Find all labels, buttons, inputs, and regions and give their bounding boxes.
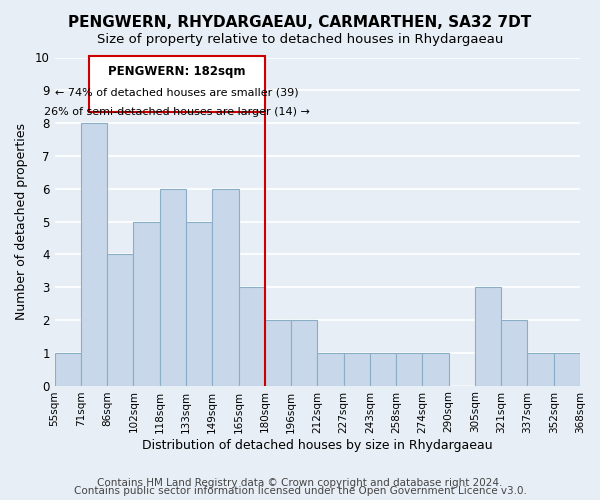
Text: 26% of semi-detached houses are larger (14) →: 26% of semi-detached houses are larger (… [44,106,310,117]
Bar [265,320,291,386]
Bar [554,353,580,386]
Bar [475,287,501,386]
Text: Size of property relative to detached houses in Rhydargaeau: Size of property relative to detached ho… [97,32,503,46]
Bar [186,222,212,386]
Text: PENGWERN: 182sqm: PENGWERN: 182sqm [108,65,245,78]
Text: PENGWERN, RHYDARGAEAU, CARMARTHEN, SA32 7DT: PENGWERN, RHYDARGAEAU, CARMARTHEN, SA32 … [68,15,532,30]
Bar [317,353,344,386]
Bar [55,353,81,386]
Y-axis label: Number of detached properties: Number of detached properties [15,123,28,320]
Text: Contains HM Land Registry data © Crown copyright and database right 2024.: Contains HM Land Registry data © Crown c… [97,478,503,488]
Bar [291,320,317,386]
Bar [396,353,422,386]
Bar [239,287,265,386]
FancyBboxPatch shape [89,56,265,112]
Bar [344,353,370,386]
Bar [107,254,133,386]
Bar [81,123,107,386]
Text: Contains public sector information licensed under the Open Government Licence v3: Contains public sector information licen… [74,486,526,496]
X-axis label: Distribution of detached houses by size in Rhydargaeau: Distribution of detached houses by size … [142,440,493,452]
Bar [212,188,239,386]
Bar [527,353,554,386]
Bar [501,320,527,386]
Bar [160,188,186,386]
Bar [422,353,449,386]
Bar [133,222,160,386]
Text: ← 74% of detached houses are smaller (39): ← 74% of detached houses are smaller (39… [55,87,299,97]
Bar [370,353,396,386]
